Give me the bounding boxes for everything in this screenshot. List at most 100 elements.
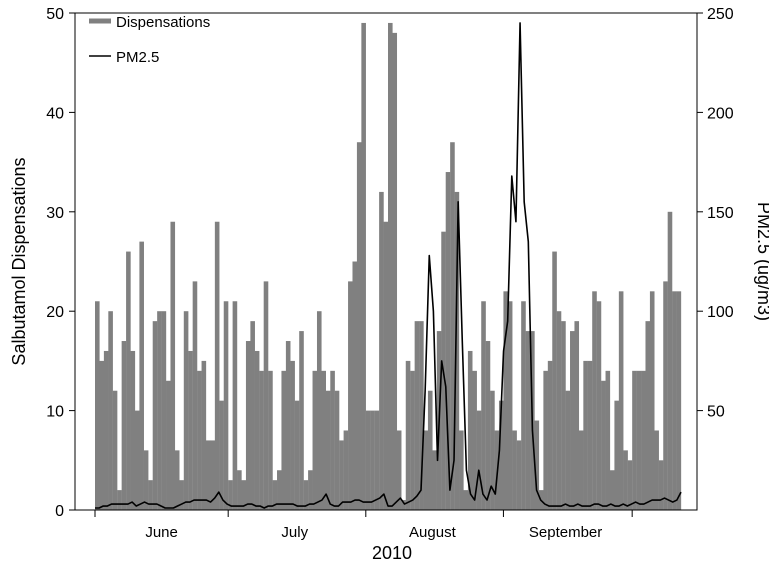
dispensation-bar	[174, 450, 180, 510]
x-month-label: August	[409, 524, 457, 541]
dispensation-bar	[547, 360, 553, 510]
dispensation-bar	[148, 480, 153, 510]
left-y-tick-label: 10	[46, 404, 64, 421]
dispensation-bar	[361, 22, 366, 510]
dispensation-bar	[649, 291, 655, 510]
dispensation-bar	[663, 281, 668, 510]
dispensation-bar	[636, 370, 642, 510]
dispensation-bar	[254, 350, 260, 510]
dispensation-bar	[525, 331, 531, 510]
dispensation-bar	[578, 430, 584, 510]
x-axis-title: 2010	[372, 543, 412, 563]
bars-layer	[95, 22, 682, 511]
dispensation-bar	[303, 480, 309, 510]
line-layer	[95, 22, 682, 509]
dispensation-bar	[463, 490, 469, 510]
dispensation-bar	[130, 350, 136, 510]
x-month-label: July	[281, 524, 308, 541]
right-y-axis-title: PM2.5 (ug/m3)	[754, 202, 769, 321]
dispensation-bar	[645, 321, 651, 510]
dispensation-bar	[512, 430, 517, 510]
dispensation-bar	[632, 370, 637, 510]
left-y-tick-label: 20	[46, 304, 64, 321]
dispensation-bar	[334, 390, 340, 510]
dispensation-bar	[268, 370, 273, 510]
dispensation-bar	[592, 291, 597, 510]
dispensation-bar	[263, 281, 269, 510]
plot-frame	[74, 12, 698, 511]
dispensation-bar	[570, 331, 575, 510]
dispensation-bar	[108, 311, 113, 510]
dispensation-bar	[534, 420, 540, 510]
dispensation-bar	[427, 390, 433, 510]
dispensation-bar	[134, 410, 140, 510]
left-y-tick-label: 0	[55, 503, 64, 520]
dispensation-bar	[112, 390, 118, 510]
dispensation-bar	[188, 350, 193, 510]
dispensation-bar	[245, 341, 251, 510]
dispensation-bar	[490, 390, 495, 510]
dispensation-bar	[605, 370, 611, 510]
dispensation-bar	[348, 281, 353, 510]
dispensation-bar	[365, 410, 371, 510]
right-y-tick-label: 50	[707, 404, 725, 421]
dispensation-bar	[498, 400, 504, 510]
dispensation-bar	[330, 370, 335, 510]
dispensation-bar	[556, 311, 562, 510]
dispensation-bar	[623, 450, 628, 510]
dispensation-bar	[432, 450, 437, 510]
dispensation-bar	[618, 291, 624, 510]
dispensation-bar	[166, 380, 171, 510]
dispensation-bar	[143, 450, 149, 510]
dispensation-bar	[139, 241, 144, 510]
dispensation-bar	[214, 221, 220, 511]
dispensation-bar	[561, 321, 566, 510]
dispensation-bar	[552, 251, 557, 510]
dispensation-bar	[197, 370, 202, 510]
dispensation-bar	[507, 301, 513, 510]
dispensation-bar	[157, 311, 162, 510]
dispensation-bar	[179, 480, 184, 510]
dispensation-bar	[237, 470, 242, 510]
dispensation-bar	[388, 22, 393, 510]
dispensation-bar	[272, 480, 278, 510]
left-y-tick-label: 40	[46, 105, 64, 122]
dispensation-bar	[414, 321, 420, 510]
legend-label-dispensations: Dispensations	[116, 14, 210, 31]
dispensation-bar	[170, 221, 176, 511]
dispensation-bar	[259, 370, 264, 510]
dispensation-bar	[658, 460, 664, 510]
dispensation-bar	[667, 211, 673, 511]
dispensation-bar	[423, 430, 429, 510]
dispensation-bar	[343, 430, 349, 510]
right-y-tick-label: 150	[707, 205, 734, 222]
dispensation-bar	[281, 370, 287, 510]
x-month-label: September	[529, 524, 602, 541]
dispensation-bar	[503, 291, 509, 510]
dispensation-bar	[516, 440, 522, 510]
dispensation-bar	[614, 400, 619, 510]
dispensation-bar	[205, 440, 211, 510]
dispensation-bar	[223, 301, 229, 510]
left-y-tick-label: 30	[46, 205, 64, 222]
dispensation-bar	[379, 191, 384, 511]
right-y-tick-label: 200	[707, 105, 734, 122]
left-y-axis-title: Salbutamol Dispensations	[9, 157, 29, 365]
dispensation-bar	[392, 32, 398, 510]
dispensation-bar	[672, 291, 677, 510]
dispensation-bar	[654, 430, 659, 510]
dispensation-bar	[285, 341, 291, 510]
dispensation-bar	[401, 500, 406, 510]
right-y-tick-label: 250	[707, 6, 734, 23]
dispensation-bar	[445, 172, 451, 511]
dispensation-bar	[210, 440, 216, 510]
legend-label-pm25: PM2.5	[116, 49, 159, 66]
dispensation-bar	[95, 301, 100, 510]
dispensation-bar	[290, 360, 295, 510]
dispensation-bar	[676, 291, 682, 510]
dispensation-bar	[574, 321, 580, 510]
dispensation-bar	[374, 410, 380, 510]
legend: Dispensations PM2.5	[89, 14, 210, 66]
dispensation-bar	[232, 301, 238, 510]
